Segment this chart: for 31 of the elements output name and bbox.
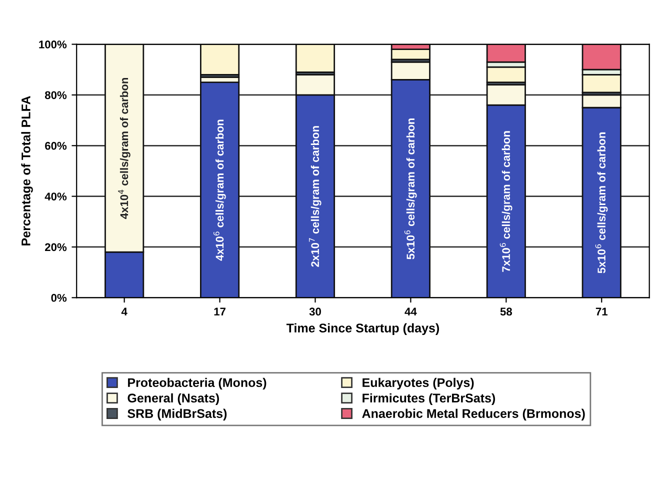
y-tick-label: 20% (45, 243, 67, 252)
bar (200, 82, 240, 298)
bar (200, 44, 240, 76)
x-tick-label: 44 (404, 308, 417, 316)
annotation: 4x10$^{4}$ cells/gram of carbon (118, 78, 130, 219)
legend-label: General (Nsats) (128, 393, 219, 405)
x-tick-label: 58 (500, 308, 512, 316)
x-tick-label: 30 (309, 308, 321, 316)
legend-label: SRB (MidBrSats) (128, 408, 227, 420)
y-tick-label: 60% (45, 142, 67, 150)
bar (295, 44, 336, 73)
y-tick-label: 0% (51, 294, 67, 302)
x-tick-label: 71 (596, 308, 608, 316)
legend-label: Eukaryotes (Polys) (362, 378, 474, 390)
legend-label: Firmicutes (TerBrSats) (362, 393, 496, 405)
y-axis-title: Percentage of Total PLFA (21, 96, 33, 246)
bar (582, 74, 622, 94)
annotation: 7x10$^{6}$ cells/gram of carbon (500, 131, 512, 272)
bar (486, 66, 526, 83)
y-tick-label: 40% (44, 192, 67, 200)
annotation: 2x10$^{7}$ cells/gram of carbon (309, 126, 322, 267)
annotation: 5x10$^{6}$ cells/gram of carbon (595, 132, 608, 274)
x-tick-label: 17 (214, 308, 226, 316)
legend-label: Anaerobic Metal Reducers (Brmonos) (362, 408, 585, 420)
y-tick-label: 100% (39, 40, 67, 48)
x-axis-title: Time Since Startup (days) (286, 323, 439, 335)
annotation: 5x10$^{6}$ cells/gram of carbon (404, 118, 417, 260)
legend-label: Proteobacteria (Monos) (128, 378, 266, 390)
x-tick-label: 4 (121, 308, 128, 316)
annotation: 4x10$^{6}$ cells/gram of carbon (214, 120, 226, 261)
y-tick-label: 80% (44, 91, 67, 100)
